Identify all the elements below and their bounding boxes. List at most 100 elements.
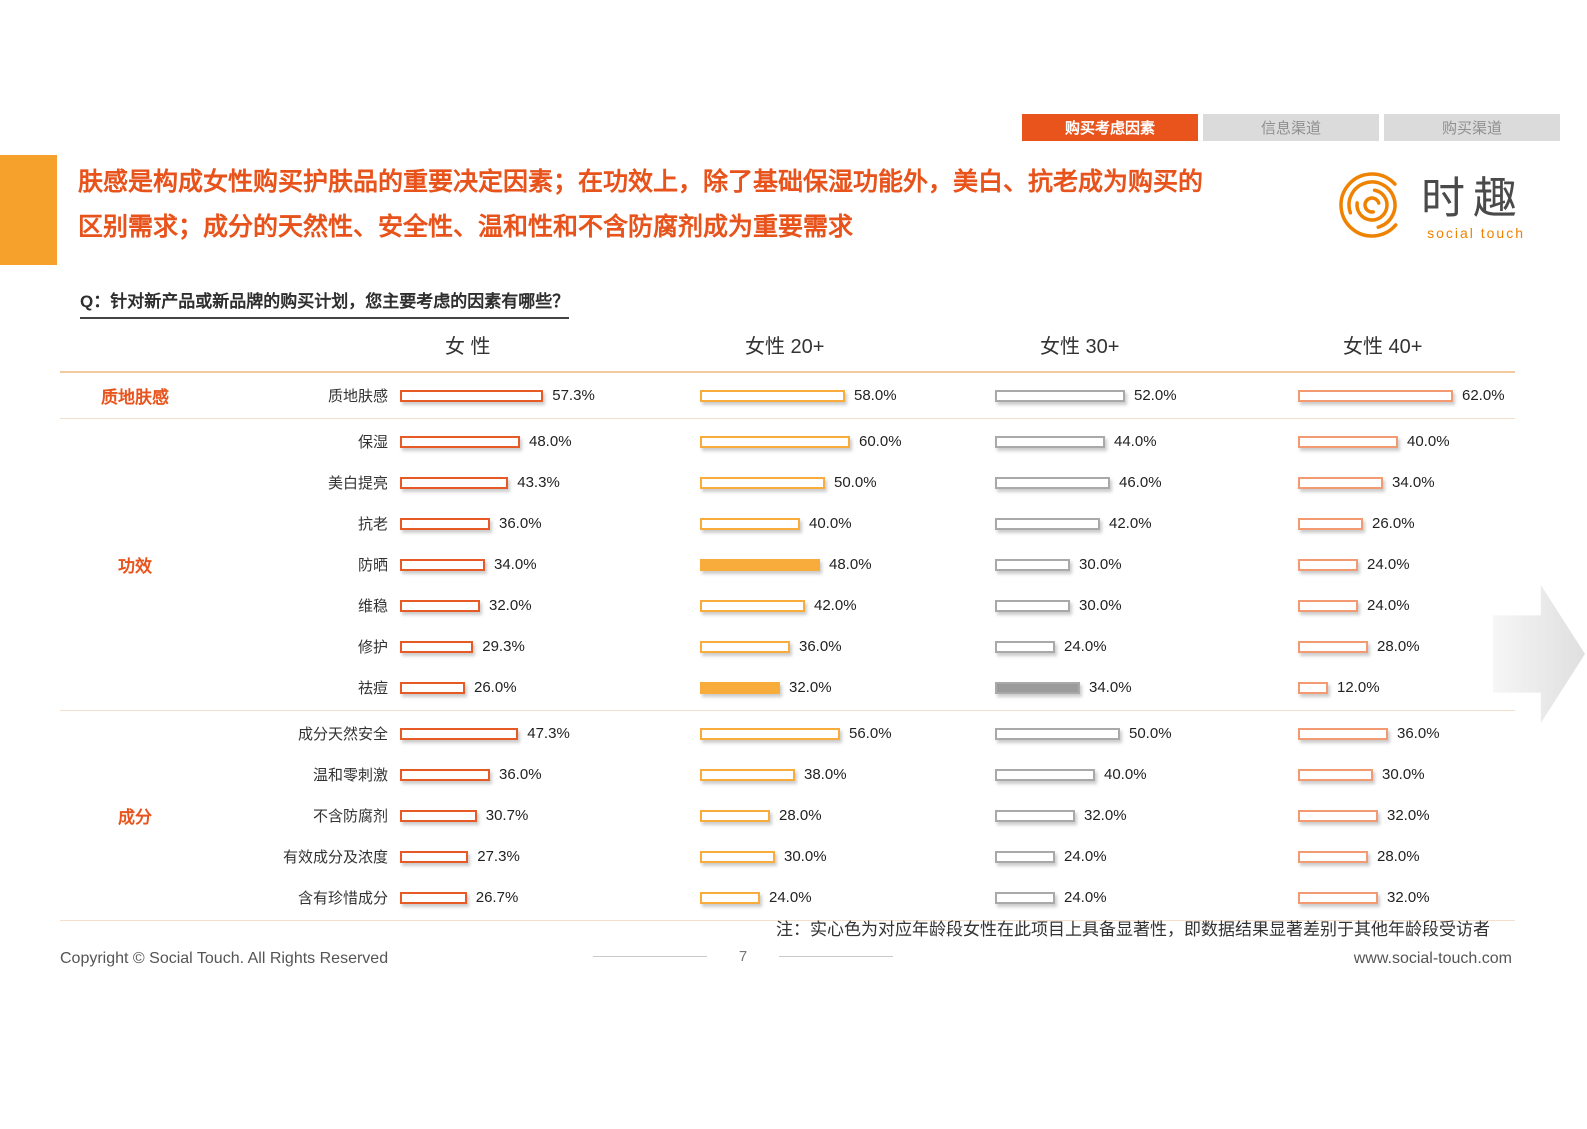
bar-cell: 34.0% <box>1298 474 1515 491</box>
bar-cell: 60.0% <box>700 433 995 450</box>
bar <box>400 809 477 822</box>
row-label: 防晒 <box>357 557 388 574</box>
bar-cell: 24.0% <box>1298 597 1515 614</box>
row-label: 保湿 <box>357 434 388 451</box>
chart-body: 质地肤感 质地肤感 57.3% 58.0% 52.0% 62.0% 功效 保湿 48.0% 60.… <box>60 373 1515 921</box>
bar-value: 26.7% <box>475 889 519 906</box>
bar-value: 27.3% <box>477 848 520 865</box>
row-label: 含有珍惜成分 <box>297 890 388 907</box>
bar-value: 47.3% <box>527 725 570 742</box>
bar <box>700 389 845 402</box>
group-rows: 成分天然安全 47.3% 56.0% 50.0% 36.0% 温和零刺激 36.0% 38.0… <box>210 713 1515 918</box>
bar <box>400 727 519 740</box>
bar <box>700 435 850 448</box>
chart-row: 保湿 48.0% 60.0% 44.0% 40.0% <box>210 421 1515 462</box>
bar <box>700 558 820 571</box>
bar-value: 46.0% <box>1119 474 1162 491</box>
bar-cell: 57.3% <box>400 387 700 404</box>
chart-row: 抗老 36.0% 40.0% 42.0% 26.0% <box>210 503 1515 544</box>
bar-value: 44.0% <box>1114 433 1157 450</box>
logo-text: 时趣 social touch <box>1421 174 1525 241</box>
group-label: 功效 <box>118 557 152 576</box>
bar <box>1298 476 1383 489</box>
bar-cell: 40.0% <box>700 515 995 532</box>
bar-value: 30.0% <box>784 848 827 865</box>
bar-cell: 50.0% <box>700 474 995 491</box>
top-tab-bar: 购买考虑因素 信息渠道 购买渠道 <box>1022 114 1560 141</box>
bar-value: 24.0% <box>1064 848 1107 865</box>
bar-value: 36.0% <box>499 515 542 532</box>
row-label: 祛痘 <box>357 680 388 697</box>
bar-value: 38.0% <box>804 766 847 783</box>
bar-value: 36.0% <box>799 638 842 655</box>
logo-subtitle: social touch <box>1427 224 1525 241</box>
bar <box>995 891 1055 904</box>
bar-cell: 44.0% <box>995 433 1298 450</box>
bar-value: 56.0% <box>849 725 892 742</box>
bar-cell: 30.0% <box>700 848 995 865</box>
bar <box>1298 681 1328 694</box>
bar-value: 34.0% <box>1089 679 1132 696</box>
bar <box>400 599 480 612</box>
bar-value: 32.0% <box>1387 889 1430 906</box>
bar-cell: 34.0% <box>995 679 1298 696</box>
bar-cell: 36.0% <box>1298 725 1515 742</box>
copyright-text: Copyright © Social Touch. All Rights Res… <box>60 950 389 967</box>
bar <box>400 891 467 904</box>
tab-purchase-factors[interactable]: 购买考虑因素 <box>1022 114 1198 141</box>
bar <box>700 768 795 781</box>
bar-cell: 24.0% <box>995 889 1298 906</box>
bar-cell: 32.0% <box>1298 889 1515 906</box>
bar <box>1298 768 1373 781</box>
bar-cell: 58.0% <box>700 387 995 404</box>
bar-value: 40.0% <box>809 515 852 532</box>
bar <box>400 640 474 653</box>
bar <box>400 435 520 448</box>
bar-cell: 26.7% <box>400 889 700 906</box>
bar-cell: 56.0% <box>700 725 995 742</box>
bar-cell: 34.0% <box>400 556 700 573</box>
bar <box>995 558 1070 571</box>
survey-question: Q：针对新产品或新品牌的购买计划，您主要考虑的因素有哪些？ <box>80 287 570 319</box>
bar-value: 42.0% <box>814 597 857 614</box>
bar <box>995 517 1100 530</box>
bar-value: 32.0% <box>1084 807 1127 824</box>
bar-value: 30.0% <box>1382 766 1425 783</box>
row-label: 修护 <box>357 639 388 656</box>
bar-value: 40.0% <box>1104 766 1147 783</box>
chart-row: 美白提亮 43.3% 50.0% 46.0% 34.0% <box>210 462 1515 503</box>
bar-value: 32.0% <box>1387 807 1430 824</box>
bar-cell: 47.3% <box>400 725 700 742</box>
bar-cell: 42.0% <box>995 515 1298 532</box>
bar <box>400 558 485 571</box>
bar-value: 28.0% <box>1377 848 1420 865</box>
bar <box>700 681 780 694</box>
bar-value: 36.0% <box>499 766 542 783</box>
bar <box>700 891 760 904</box>
chart-group: 功效 保湿 48.0% 60.0% 44.0% 40.0% 美白提亮 43.3% 50.0% 46… <box>60 419 1515 711</box>
bar-cell: 30.0% <box>995 597 1298 614</box>
row-label: 不含防腐剂 <box>312 808 388 825</box>
bar-cell: 24.0% <box>995 848 1298 865</box>
bar-value: 28.0% <box>779 807 822 824</box>
bar <box>1298 727 1388 740</box>
bar-value: 24.0% <box>1367 556 1410 573</box>
column-header: 女性 40+ <box>1343 336 1423 358</box>
row-label: 有效成分及浓度 <box>282 849 388 866</box>
tab-purchase-channels[interactable]: 购买渠道 <box>1384 114 1560 141</box>
bar-cell: 48.0% <box>400 433 700 450</box>
tab-info-channels[interactable]: 信息渠道 <box>1203 114 1379 141</box>
row-label: 质地肤感 <box>327 388 388 405</box>
bar-cell: 27.3% <box>400 848 700 865</box>
bar <box>995 435 1105 448</box>
bar-chart: 女 性 女性 20+ 女性 30+ 女性 40+ 质地肤感 质地肤感 57.3% 58.0%… <box>60 330 1515 921</box>
bar <box>400 389 544 402</box>
bar <box>700 599 805 612</box>
chart-column-headers: 女 性 女性 20+ 女性 30+ 女性 40+ <box>60 330 1515 373</box>
row-label: 维稳 <box>357 598 388 615</box>
bar <box>995 850 1055 863</box>
bar-value: 42.0% <box>1109 515 1152 532</box>
bar-value: 60.0% <box>859 433 902 450</box>
bar-value: 43.3% <box>517 474 560 491</box>
page-number: 7 <box>738 948 748 965</box>
